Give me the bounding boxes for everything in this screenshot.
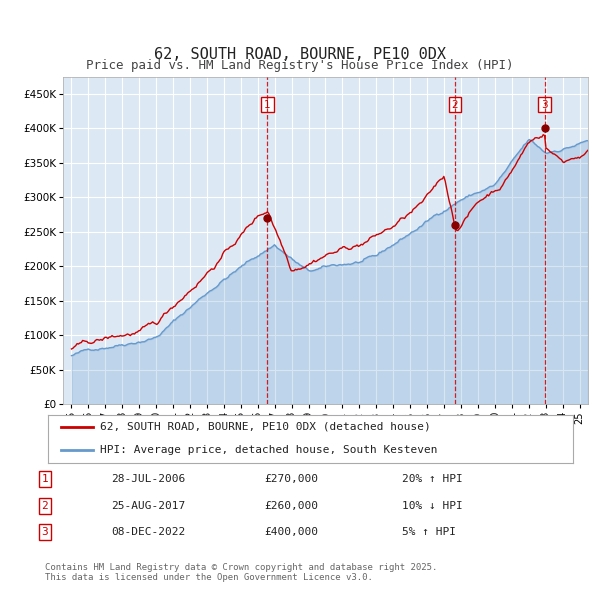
Text: 28-JUL-2006: 28-JUL-2006 bbox=[111, 474, 185, 484]
Text: 62, SOUTH ROAD, BOURNE, PE10 0DX (detached house): 62, SOUTH ROAD, BOURNE, PE10 0DX (detach… bbox=[101, 422, 431, 432]
Text: £400,000: £400,000 bbox=[264, 527, 318, 537]
Text: 20% ↑ HPI: 20% ↑ HPI bbox=[402, 474, 463, 484]
Text: 3: 3 bbox=[541, 100, 548, 110]
Text: 25-AUG-2017: 25-AUG-2017 bbox=[111, 501, 185, 510]
Text: 2: 2 bbox=[41, 501, 49, 510]
Text: 2: 2 bbox=[452, 100, 458, 110]
Text: £260,000: £260,000 bbox=[264, 501, 318, 510]
Text: 1: 1 bbox=[41, 474, 49, 484]
Text: £270,000: £270,000 bbox=[264, 474, 318, 484]
Text: 62, SOUTH ROAD, BOURNE, PE10 0DX: 62, SOUTH ROAD, BOURNE, PE10 0DX bbox=[154, 47, 446, 63]
Point bbox=[450, 220, 460, 230]
Point bbox=[540, 124, 550, 133]
Text: 3: 3 bbox=[41, 527, 49, 537]
Text: Price paid vs. HM Land Registry's House Price Index (HPI): Price paid vs. HM Land Registry's House … bbox=[86, 59, 514, 72]
Text: Contains HM Land Registry data © Crown copyright and database right 2025.
This d: Contains HM Land Registry data © Crown c… bbox=[45, 563, 437, 582]
Text: HPI: Average price, detached house, South Kesteven: HPI: Average price, detached house, Sout… bbox=[101, 445, 438, 455]
Text: 10% ↓ HPI: 10% ↓ HPI bbox=[402, 501, 463, 510]
Text: 1: 1 bbox=[264, 100, 271, 110]
Point bbox=[263, 214, 272, 223]
Text: 5% ↑ HPI: 5% ↑ HPI bbox=[402, 527, 456, 537]
Text: 08-DEC-2022: 08-DEC-2022 bbox=[111, 527, 185, 537]
